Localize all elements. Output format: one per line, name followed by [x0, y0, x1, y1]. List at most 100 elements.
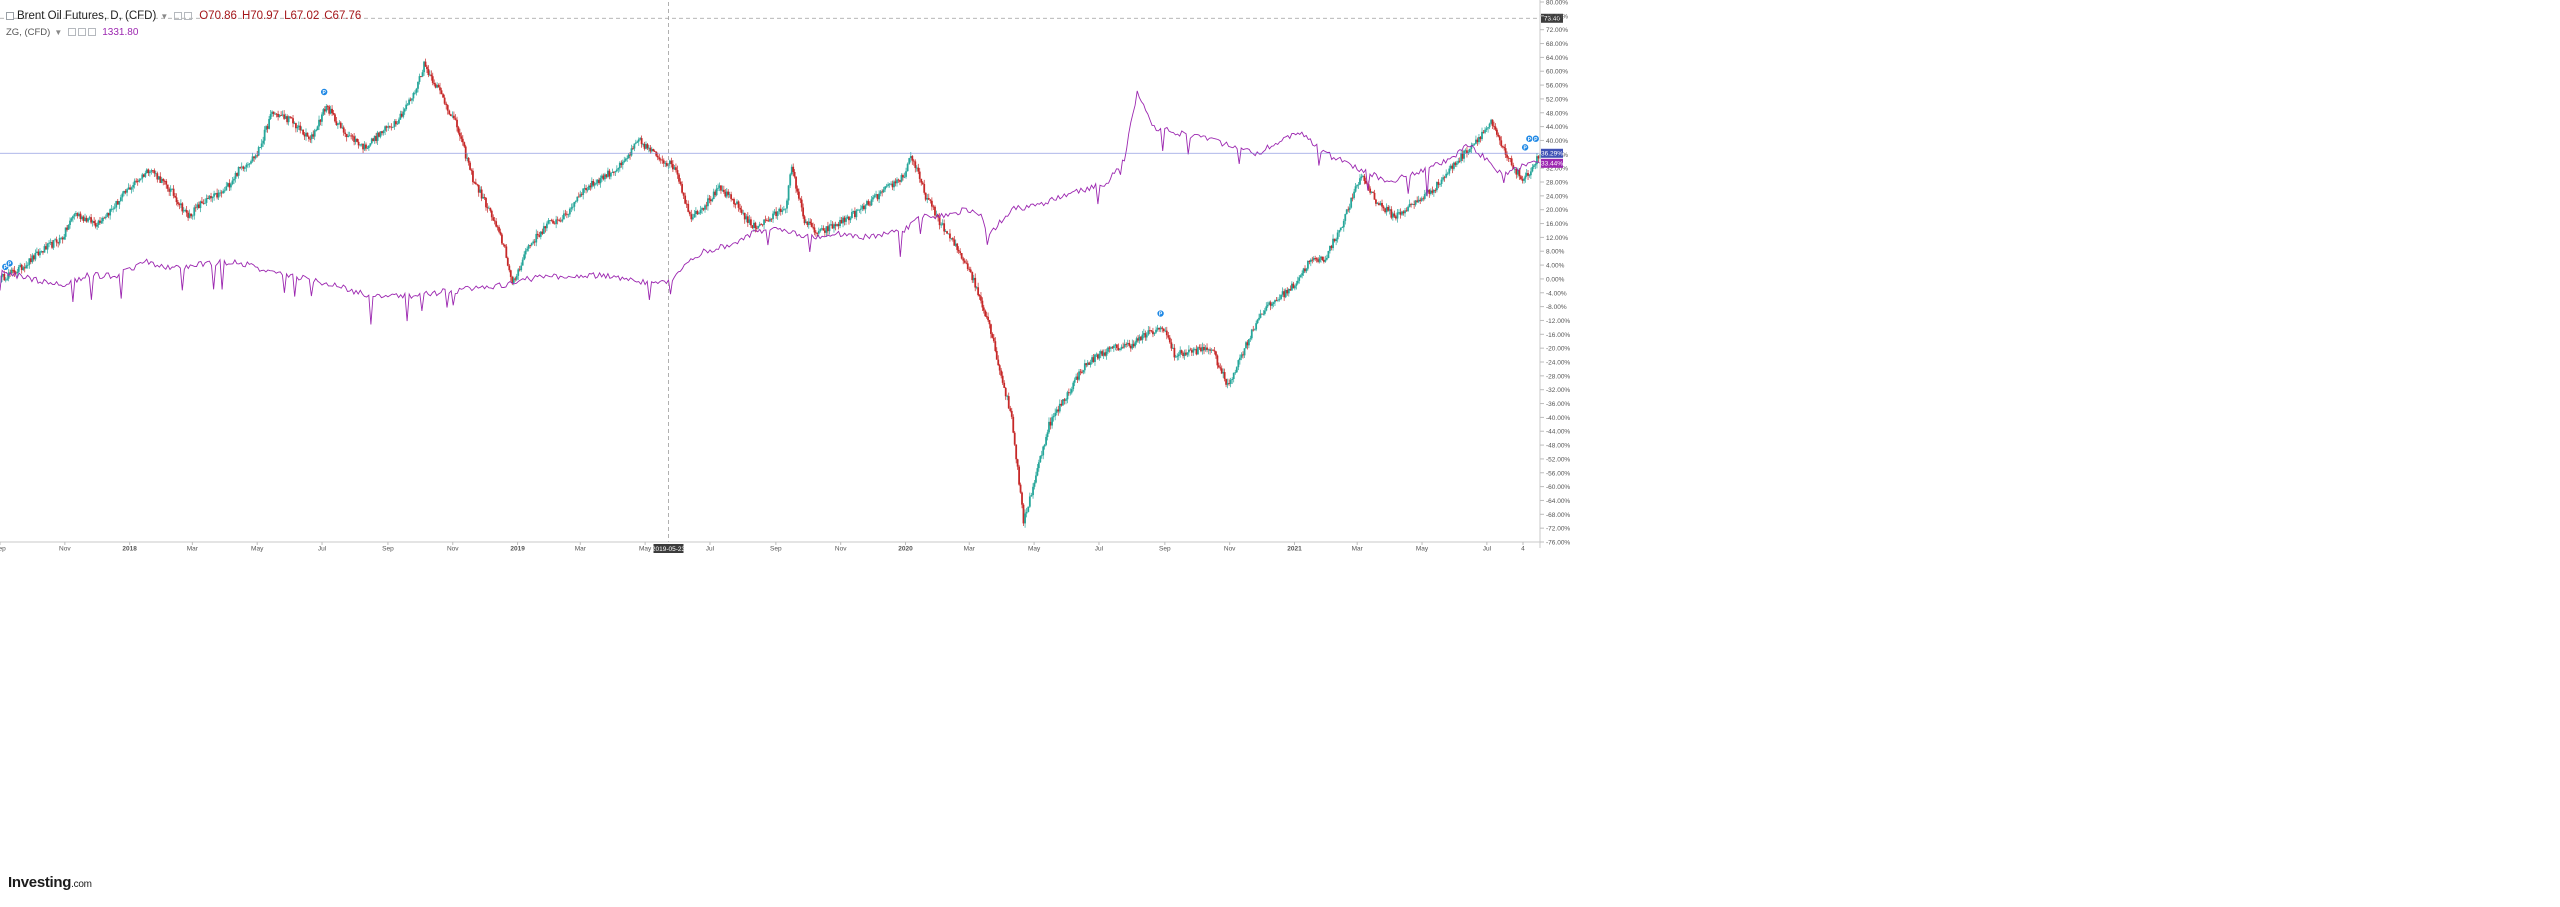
- candle[interactable]: [1167, 331, 1170, 340]
- candle[interactable]: [1428, 189, 1431, 198]
- candle[interactable]: [827, 221, 829, 236]
- candle[interactable]: [409, 97, 412, 102]
- candle[interactable]: [260, 139, 263, 150]
- candle[interactable]: [887, 182, 889, 188]
- candle[interactable]: [1521, 175, 1524, 184]
- candle[interactable]: [1061, 399, 1064, 406]
- candle[interactable]: [544, 225, 547, 233]
- candle[interactable]: [1370, 191, 1373, 194]
- candle[interactable]: [1312, 256, 1315, 262]
- candle[interactable]: [1125, 342, 1128, 348]
- event-marker-icon[interactable]: P: [1531, 134, 1540, 143]
- candle[interactable]: [104, 214, 107, 220]
- candle[interactable]: [1235, 366, 1238, 373]
- candle[interactable]: [846, 214, 849, 220]
- candle[interactable]: [1250, 328, 1253, 341]
- candle[interactable]: [113, 203, 116, 210]
- candle[interactable]: [1201, 342, 1204, 355]
- candle[interactable]: [737, 200, 740, 212]
- candle[interactable]: [1481, 127, 1483, 141]
- candle[interactable]: [51, 240, 53, 250]
- candle[interactable]: [1150, 329, 1153, 333]
- candle[interactable]: [1001, 371, 1004, 385]
- candle[interactable]: [623, 156, 626, 164]
- candle[interactable]: [565, 211, 568, 219]
- candle[interactable]: [501, 232, 503, 245]
- candle[interactable]: [356, 138, 359, 143]
- candle[interactable]: [133, 178, 136, 189]
- candle[interactable]: [1283, 288, 1286, 301]
- candle[interactable]: [562, 210, 565, 220]
- candle[interactable]: [360, 143, 363, 147]
- candle[interactable]: [1528, 173, 1531, 178]
- candle[interactable]: [75, 210, 77, 217]
- event-marker-icon[interactable]: P: [1525, 134, 1534, 143]
- candle[interactable]: [731, 198, 734, 201]
- candle[interactable]: [1353, 188, 1355, 200]
- candle[interactable]: [1176, 353, 1179, 361]
- candle[interactable]: [1408, 199, 1411, 208]
- candle[interactable]: [1234, 369, 1237, 375]
- candle[interactable]: [73, 212, 76, 220]
- candle[interactable]: [165, 179, 168, 189]
- candle[interactable]: [975, 286, 978, 290]
- candle[interactable]: [684, 192, 687, 205]
- candle[interactable]: [968, 266, 971, 272]
- candle[interactable]: [1145, 332, 1148, 341]
- candle[interactable]: [103, 216, 106, 219]
- candle[interactable]: [1327, 250, 1330, 259]
- candle[interactable]: [712, 188, 715, 200]
- candle[interactable]: [1529, 167, 1532, 179]
- candle[interactable]: [25, 261, 28, 269]
- candle[interactable]: [1173, 344, 1176, 361]
- candle[interactable]: [1289, 285, 1292, 291]
- candle[interactable]: [319, 118, 322, 126]
- candle[interactable]: [230, 182, 232, 191]
- candle[interactable]: [761, 224, 764, 227]
- candle[interactable]: [715, 184, 718, 197]
- candle[interactable]: [805, 219, 807, 224]
- candle[interactable]: [1104, 349, 1107, 357]
- candle[interactable]: [1007, 392, 1010, 410]
- candle[interactable]: [299, 121, 302, 134]
- candle[interactable]: [124, 189, 127, 195]
- collapse-legend-icon[interactable]: [6, 12, 14, 20]
- candle[interactable]: [139, 178, 142, 181]
- candle[interactable]: [960, 253, 963, 260]
- candle[interactable]: [214, 192, 217, 196]
- candle[interactable]: [312, 130, 315, 139]
- candle[interactable]: [365, 142, 367, 152]
- candle[interactable]: [363, 141, 366, 151]
- candle[interactable]: [136, 178, 139, 186]
- candle[interactable]: [751, 225, 754, 230]
- candle[interactable]: [1129, 344, 1132, 352]
- candle[interactable]: [266, 123, 269, 133]
- candle[interactable]: [1039, 455, 1042, 463]
- candle[interactable]: [431, 72, 434, 86]
- candle[interactable]: [1470, 142, 1473, 154]
- candle[interactable]: [1317, 257, 1319, 264]
- candle[interactable]: [709, 195, 712, 205]
- candle[interactable]: [1215, 350, 1217, 359]
- candle[interactable]: [658, 154, 661, 162]
- candle[interactable]: [387, 122, 390, 131]
- candle[interactable]: [342, 125, 345, 136]
- candle[interactable]: [796, 185, 799, 195]
- candle[interactable]: [426, 64, 428, 74]
- candle[interactable]: [1479, 135, 1482, 143]
- candle[interactable]: [707, 194, 709, 211]
- candle[interactable]: [1091, 355, 1093, 365]
- candle[interactable]: [1534, 162, 1537, 170]
- candle[interactable]: [1359, 174, 1361, 186]
- candle[interactable]: [106, 212, 109, 218]
- candle[interactable]: [1311, 256, 1314, 264]
- candle[interactable]: [505, 244, 508, 259]
- candle[interactable]: [414, 90, 416, 95]
- chevron-down-icon[interactable]: ▼: [160, 11, 169, 21]
- candle[interactable]: [708, 195, 711, 204]
- candle[interactable]: [482, 193, 484, 199]
- candle[interactable]: [1070, 386, 1073, 395]
- candle[interactable]: [278, 113, 281, 118]
- candle[interactable]: [201, 196, 203, 204]
- candle[interactable]: [673, 164, 676, 171]
